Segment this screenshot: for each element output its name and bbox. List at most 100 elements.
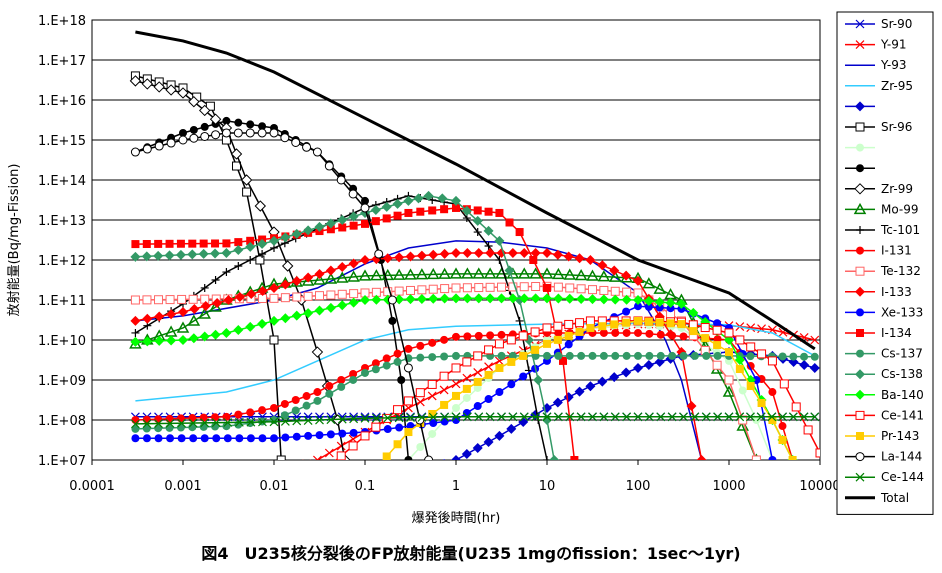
data-point: [154, 295, 164, 305]
data-point: [153, 81, 165, 93]
data-point: [246, 236, 255, 245]
legend-item: Xe-133: [845, 305, 923, 319]
data-point: [609, 265, 620, 276]
data-point: [326, 430, 335, 439]
data-point: [337, 376, 346, 384]
data-point: [141, 251, 152, 262]
data-point: [383, 413, 393, 423]
data-point: [130, 251, 141, 262]
data-point: [337, 414, 347, 424]
data-point: [257, 285, 268, 296]
data-point: [437, 193, 448, 204]
data-point: [130, 419, 140, 429]
x-tick-label: 100: [626, 479, 651, 494]
data-point: [246, 434, 255, 443]
data-point: [382, 253, 393, 264]
data-point: [394, 413, 404, 423]
data-point: [655, 318, 664, 327]
data-point: [752, 376, 761, 384]
data-point: [257, 128, 267, 138]
data-point: [485, 282, 495, 292]
legend-item: Cs-137: [845, 347, 923, 361]
data-point: [303, 416, 313, 425]
data-point: [382, 452, 391, 460]
data-point: [565, 283, 575, 293]
data-point: [519, 351, 528, 360]
data-point: [451, 247, 461, 258]
data-point: [609, 372, 620, 383]
data-point: [428, 353, 437, 362]
data-point: [179, 128, 187, 137]
data-point: [531, 282, 541, 292]
data-point: [586, 269, 599, 281]
data-point: [519, 282, 529, 292]
data-point: [642, 277, 656, 289]
data-point: [542, 412, 552, 422]
data-point: [559, 356, 568, 365]
data-point: [315, 415, 324, 425]
data-point: [577, 351, 586, 360]
y-tick-label: 1.E+09: [38, 374, 86, 389]
data-point: [484, 345, 494, 355]
x-tick-label: 10: [539, 479, 556, 494]
data-point: [552, 249, 563, 260]
data-point: [586, 323, 595, 332]
data-point: [428, 206, 437, 215]
data-point: [370, 204, 381, 215]
data-point: [142, 336, 153, 347]
series-cs-138: [130, 190, 560, 460]
data-point: [439, 248, 450, 259]
data-point: [403, 363, 413, 373]
chart: 1.E+07 1.E+08 1.E+09 1.E+10 1.E+11 1.E+12 1.E+…: [6, 11, 934, 526]
y-tick-label: 1.E+07: [38, 454, 86, 469]
data-point: [428, 293, 439, 304]
data-point: [570, 456, 579, 460]
data-point: [472, 442, 483, 453]
data-point: [543, 456, 551, 460]
data-point: [360, 413, 370, 423]
data-point: [212, 434, 221, 443]
legend-swatch-marker: [854, 183, 866, 195]
data-point: [178, 135, 188, 145]
data-point: [461, 205, 472, 216]
data-point: [415, 397, 425, 407]
data-point: [370, 269, 383, 281]
data-point: [676, 298, 687, 309]
data-point: [304, 431, 313, 440]
data-point: [767, 412, 777, 422]
data-point: [211, 276, 220, 284]
data-point: [529, 256, 538, 264]
data-point: [712, 360, 722, 370]
data-point: [303, 272, 314, 283]
data-point: [291, 275, 302, 286]
data-point: [473, 377, 482, 386]
data-point: [383, 425, 392, 434]
data-point: [337, 289, 347, 299]
data-point: [472, 267, 486, 279]
data-point: [303, 412, 313, 422]
data-point: [495, 208, 504, 217]
data-point: [281, 260, 294, 272]
data-point: [496, 247, 507, 258]
data-point: [428, 409, 437, 418]
data-point: [424, 455, 434, 460]
data-point: [165, 239, 174, 248]
legend-label: Sr-96: [881, 120, 912, 134]
data-point: [768, 416, 777, 424]
legend-swatch-marker: [855, 410, 865, 420]
data-point: [665, 329, 676, 340]
data-point: [497, 330, 506, 339]
legend-item: La-144: [845, 450, 922, 464]
data-point: [233, 244, 244, 255]
data-point: [292, 416, 302, 426]
data-point: [576, 412, 586, 422]
data-point: [677, 320, 686, 329]
legend-swatch-marker: [855, 369, 865, 380]
data-point: [791, 402, 801, 412]
data-point: [452, 351, 460, 360]
data-point: [200, 131, 210, 141]
data-point: [336, 451, 346, 460]
data-point: [312, 455, 322, 460]
data-point: [473, 367, 483, 377]
data-point: [417, 285, 427, 295]
